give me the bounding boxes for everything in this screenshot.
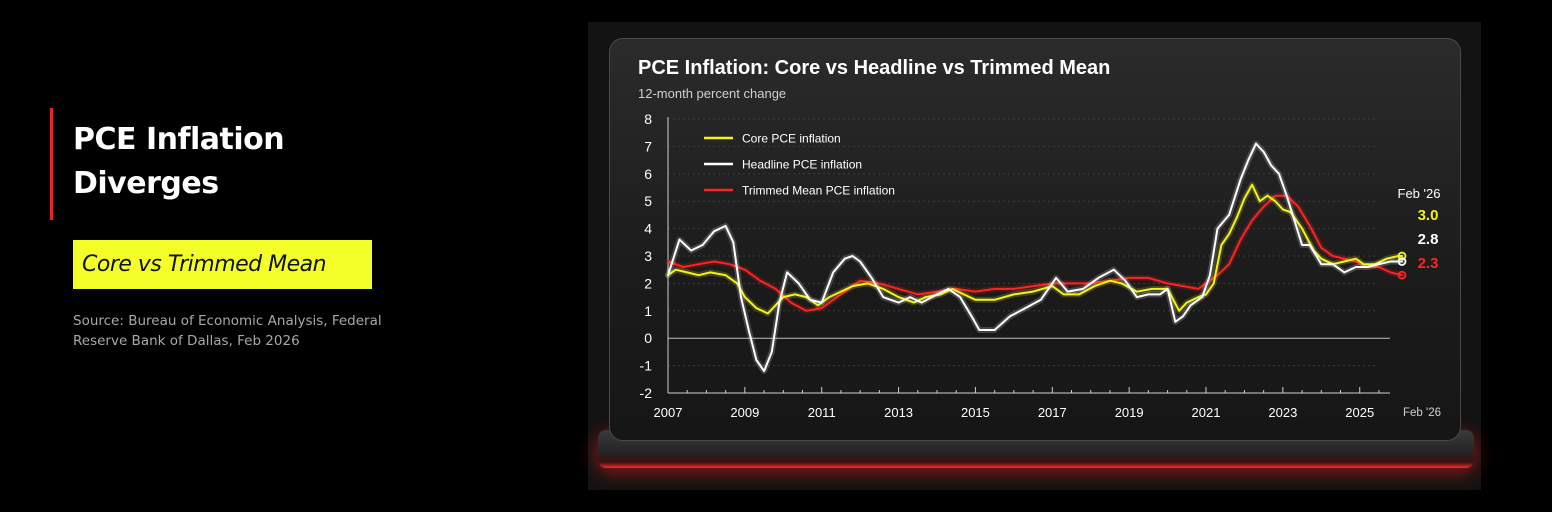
y-tick-label: 5 [644, 193, 652, 209]
end-labels: 3.0 2.8 2.3 [1418, 207, 1439, 272]
legend-label: Trimmed Mean PCE inflation [742, 184, 895, 198]
y-tick-label: 3 [644, 248, 652, 264]
chart-subtitle: 12-month percent change [638, 86, 786, 101]
headline-pce-inflation-glow [665, 140, 1405, 375]
end-value-label: 3.0 [1418, 207, 1439, 224]
y-tick-label: 8 [644, 111, 652, 127]
trimmed-mean-pce-inflation-end-marker [1397, 270, 1407, 280]
headline-pce-inflation-end-marker [1397, 257, 1407, 266]
legend-label: Headline PCE inflation [742, 158, 862, 172]
end-value-label: 2.8 [1418, 231, 1439, 248]
x-tick-label: 2007 [654, 405, 683, 420]
series [665, 140, 1407, 375]
chart-panel [609, 38, 1461, 441]
y-tick-label: -2 [640, 385, 653, 401]
subtitle-tag: Core vs Trimmed Mean [73, 240, 372, 289]
source-note: Source: Bureau of Economic Analysis, Fed… [73, 313, 382, 349]
legend-label: Core PCE inflation [742, 132, 841, 146]
headline-pce-inflation-line [667, 142, 1403, 373]
x-tick-label: 2013 [884, 405, 913, 420]
y-tick-label: 2 [644, 275, 652, 291]
end-value-label: 2.3 [1418, 255, 1439, 272]
core-pce-inflation-end-marker [1397, 251, 1407, 261]
chart-title: PCE Inflation: Core vs Headline vs Trimm… [638, 57, 1110, 79]
x-end-label: Feb '26 [1403, 407, 1441, 419]
accent-bar [50, 108, 53, 220]
x-tick-label: 2011 [808, 405, 836, 420]
endpoint-header: Feb '26 [1398, 186, 1441, 201]
x-tick-label: 2023 [1268, 405, 1297, 420]
y-tick-label: 0 [644, 330, 652, 346]
grid [668, 118, 1390, 367]
x-tick-label: 2009 [730, 405, 759, 420]
headline: PCE Inflation Diverges [73, 122, 285, 201]
x-tick-label: 2021 [1192, 405, 1221, 420]
x-tick-label: 2019 [1115, 405, 1144, 420]
y-tick-label: 4 [644, 221, 652, 237]
y-tick-label: 7 [644, 138, 652, 154]
x-tick-label: 2025 [1345, 405, 1374, 420]
x-tick-label: 2015 [961, 405, 990, 420]
legend: Core PCE inflation Headline PCE inflation… [704, 132, 895, 198]
y-tick-label: -1 [640, 358, 653, 374]
y-tick-label: 6 [644, 166, 652, 182]
y-tick-label: 1 [644, 303, 652, 319]
x-tick-label: 2017 [1038, 405, 1067, 420]
